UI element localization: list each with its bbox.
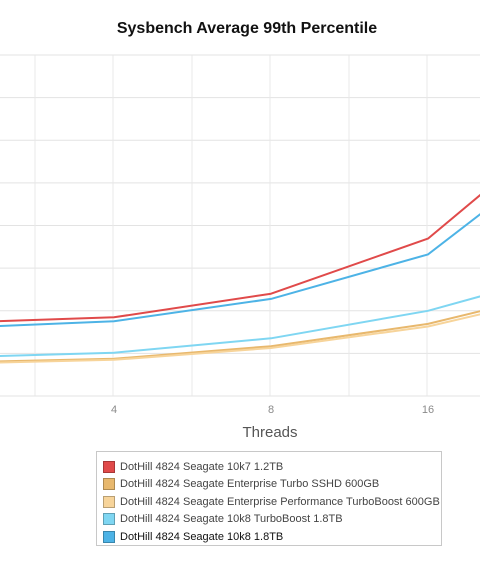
x-axis-title: Threads bbox=[242, 424, 297, 441]
series-line-2 bbox=[0, 310, 480, 363]
legend-swatch bbox=[103, 460, 115, 473]
legend-label: DotHill 4824 Seagate Enterprise Performa… bbox=[120, 495, 440, 508]
legend-label: DotHill 4824 Seagate 10k8 TurboBoost 1.8… bbox=[120, 513, 343, 526]
x-tick-label: 8 bbox=[268, 404, 274, 416]
legend-item[interactable]: DotHill 4824 Seagate 10k8 1.8TB bbox=[103, 528, 441, 546]
x-tick-label: 4 bbox=[111, 404, 117, 416]
series-line-5 bbox=[0, 213, 480, 327]
legend-label: DotHill 4824 Seagate 10k7 1.2TB bbox=[120, 460, 284, 473]
legend-item[interactable]: DotHill 4824 Seagate Enterprise Turbo SS… bbox=[103, 476, 441, 494]
series-lines bbox=[0, 193, 480, 364]
x-tick-labels: 4 8 16 bbox=[111, 404, 434, 416]
legend-swatch bbox=[103, 513, 115, 526]
legend-item[interactable]: DotHill 4824 Seagate 10k7 1.2TB bbox=[103, 458, 441, 476]
series-line-1 bbox=[0, 193, 480, 323]
legend-swatch bbox=[103, 478, 115, 491]
series-line-4 bbox=[0, 295, 480, 357]
legend-item[interactable]: DotHill 4824 Seagate Enterprise Performa… bbox=[103, 493, 441, 511]
grid bbox=[0, 54, 480, 397]
legend-label: DotHill 4824 Seagate Enterprise Turbo SS… bbox=[120, 478, 380, 491]
legend: DotHill 4824 Seagate 10k7 1.2TB DotHill 4… bbox=[96, 451, 442, 546]
chart-title: Sysbench Average 99th Percentile bbox=[116, 20, 378, 37]
series-line-3 bbox=[0, 313, 480, 364]
legend-item[interactable]: DotHill 4824 Seagate 10k8 TurboBoost 1.8… bbox=[103, 511, 441, 529]
line-chart: 4 8 16 Threads bbox=[0, 54, 480, 441]
legend-label: DotHill 4824 Seagate 10k8 1.8TB bbox=[120, 530, 284, 543]
x-tick-label: 16 bbox=[422, 404, 434, 416]
legend-swatch bbox=[103, 495, 115, 508]
legend-swatch bbox=[103, 530, 115, 543]
